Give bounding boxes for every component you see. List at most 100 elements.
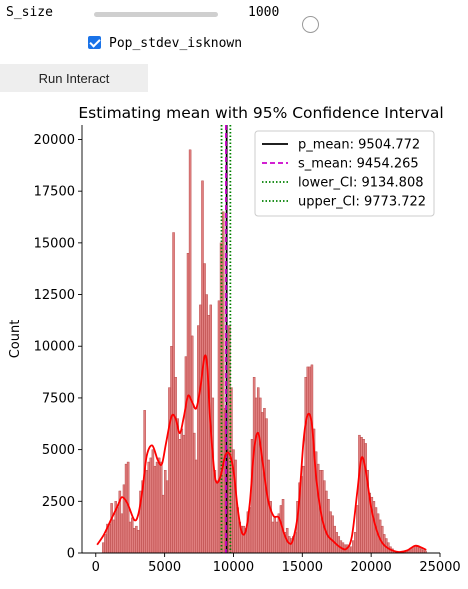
legend-label: p_mean: 9504.772 bbox=[298, 138, 420, 153]
histogram-bar bbox=[316, 463, 320, 554]
histogram-bar bbox=[380, 525, 384, 554]
legend-box bbox=[254, 130, 435, 217]
sample-size-slider-track[interactable] bbox=[94, 12, 319, 33]
histogram-bar bbox=[133, 527, 136, 554]
run-interact-button[interactable]: Run Interact bbox=[0, 64, 148, 92]
legend-label: upper_CI: 9773.722 bbox=[298, 195, 426, 210]
histogram-bar bbox=[333, 525, 336, 554]
histogram-bar bbox=[254, 397, 258, 554]
axes: 0 2500 5000 7500 10000 12500 15000 17500 20000 0 5… bbox=[34, 125, 461, 575]
histogram-bar bbox=[356, 505, 359, 554]
histogram-bar bbox=[164, 470, 167, 554]
histogram-bar bbox=[120, 513, 124, 554]
pop-stdev-checkbox[interactable] bbox=[88, 36, 101, 49]
y-axis-label: Count bbox=[8, 320, 23, 359]
histogram-bar bbox=[213, 470, 217, 554]
x-tick-label: 20000 bbox=[350, 560, 391, 575]
histogram-bar bbox=[310, 364, 314, 554]
histogram-bar bbox=[162, 494, 165, 554]
histogram-bar bbox=[271, 521, 274, 554]
histogram-bar bbox=[159, 461, 163, 554]
histogram-bar bbox=[166, 480, 169, 554]
histogram-bar bbox=[211, 397, 215, 554]
histogram-bar bbox=[199, 304, 202, 554]
histogram-bar bbox=[149, 457, 153, 554]
x-tick-label: 0 bbox=[92, 560, 100, 575]
kde-curve bbox=[96, 354, 427, 553]
histogram-bar bbox=[188, 149, 192, 554]
legend-label: lower_CI: 9134.808 bbox=[298, 176, 424, 191]
histogram-bar bbox=[273, 517, 277, 554]
histogram-bar bbox=[153, 465, 157, 554]
histogram-bar bbox=[372, 501, 376, 554]
sample-size-slider-thumb[interactable] bbox=[302, 16, 319, 33]
reference-lines bbox=[220, 125, 232, 553]
histogram-bar bbox=[215, 480, 219, 554]
sample-size-value: 1000 bbox=[248, 5, 280, 20]
x-tick-label: 10000 bbox=[213, 560, 254, 575]
histogram-bar bbox=[197, 325, 200, 554]
x-tick-label: 15000 bbox=[282, 560, 323, 575]
histogram-bar bbox=[306, 366, 310, 554]
y-tick-label: 7500 bbox=[42, 391, 75, 406]
histogram-bar bbox=[418, 547, 421, 554]
histogram-bar bbox=[190, 335, 194, 554]
histogram-bar bbox=[259, 397, 262, 554]
histogram-chart: Estimating mean with 95% Confidence Inte… bbox=[8, 104, 461, 575]
y-tick-label: 5000 bbox=[42, 443, 75, 458]
histogram-bar bbox=[323, 480, 326, 554]
histogram-bar bbox=[180, 428, 184, 554]
histogram-bar bbox=[203, 263, 206, 554]
histogram-bar bbox=[195, 459, 198, 554]
histogram-bar bbox=[155, 461, 159, 554]
histogram-bar bbox=[172, 232, 175, 554]
histogram-bar bbox=[145, 470, 148, 554]
y-tick-label: 10000 bbox=[34, 340, 75, 355]
histogram-bar bbox=[329, 511, 332, 554]
histogram-bar bbox=[147, 461, 151, 554]
histogram-bar bbox=[102, 542, 105, 554]
histogram-bar bbox=[207, 315, 210, 554]
sample-size-label: S_size bbox=[6, 5, 53, 20]
histogram-bar bbox=[170, 346, 173, 554]
histogram-bar bbox=[327, 499, 330, 554]
histogram-bar bbox=[192, 432, 196, 554]
histogram-bar bbox=[110, 503, 113, 554]
chart-title: Estimating mean with 95% Confidence Inte… bbox=[78, 104, 443, 122]
histogram-bar bbox=[416, 546, 419, 554]
chart-legend: p_mean: 9504.772 s_mean: 9454.265 lower_CI… bbox=[254, 130, 435, 217]
histogram-bar bbox=[135, 525, 138, 554]
histogram-bar bbox=[287, 536, 291, 554]
y-tick-label: 20000 bbox=[34, 133, 75, 148]
histogram-bar bbox=[304, 377, 307, 554]
histogram-bar bbox=[151, 449, 155, 554]
histogram-bar bbox=[242, 525, 246, 554]
histogram-bar bbox=[352, 540, 355, 554]
histogram-bar bbox=[221, 211, 225, 554]
histogram-bar bbox=[217, 300, 221, 554]
histogram-bar bbox=[122, 484, 126, 554]
x-tick-label: 5000 bbox=[148, 560, 181, 575]
histogram-bar bbox=[104, 534, 107, 554]
histogram-bar bbox=[116, 507, 120, 554]
histogram-bar bbox=[219, 242, 223, 554]
histogram-bar bbox=[205, 294, 208, 554]
y-tick-label: 0 bbox=[67, 547, 75, 562]
histogram-bar bbox=[174, 377, 177, 554]
histogram-bar bbox=[168, 387, 171, 554]
histogram-bar bbox=[184, 356, 188, 554]
histogram-bar bbox=[349, 546, 353, 554]
histogram-bar bbox=[302, 465, 305, 554]
histogram-bar bbox=[108, 523, 111, 554]
histogram-bar bbox=[308, 366, 312, 554]
y-tick-label: 12500 bbox=[34, 288, 75, 303]
histogram-bar bbox=[137, 530, 140, 554]
histogram-bar bbox=[257, 387, 260, 554]
histogram-bar bbox=[131, 517, 134, 554]
histogram-bar bbox=[157, 457, 161, 554]
histogram-bar bbox=[422, 549, 425, 554]
histogram-bar bbox=[331, 515, 334, 554]
histogram-bar bbox=[279, 505, 283, 554]
pop-stdev-label[interactable]: Pop_stdev_isknown bbox=[109, 36, 243, 51]
histogram-bar bbox=[128, 521, 132, 554]
